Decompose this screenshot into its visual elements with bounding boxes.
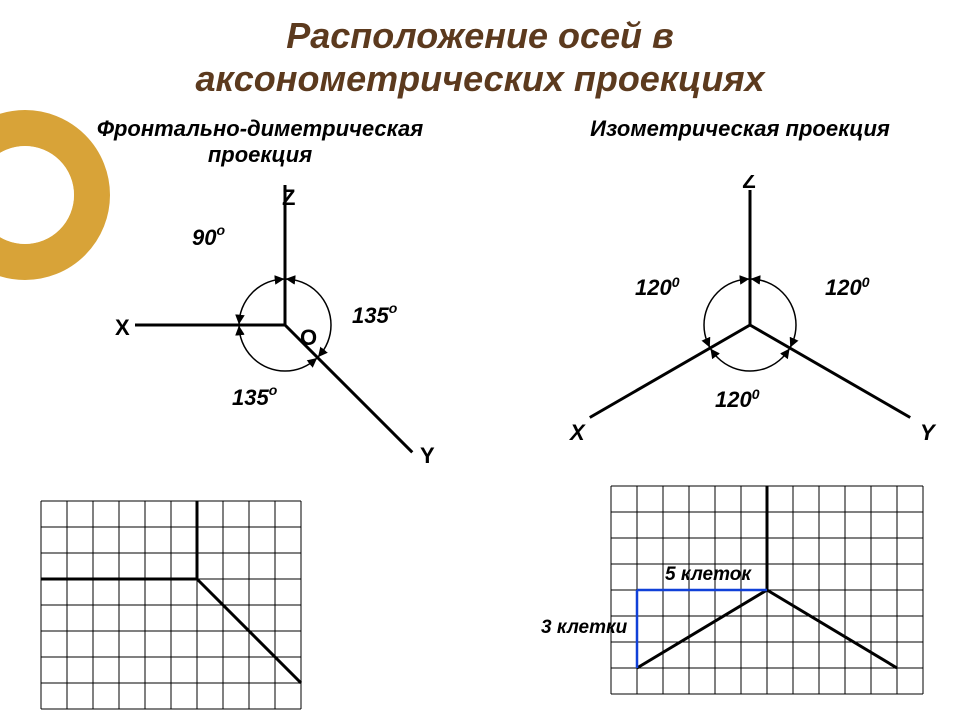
grid-sketch-right: [610, 485, 924, 700]
grid-sketch-left: [40, 500, 302, 715]
subtitle-right-text: Изометрическая проекция: [590, 116, 890, 141]
z-label-left: Z: [282, 185, 295, 210]
angle-yz-label: 135о: [352, 300, 398, 328]
angle-zx-label: 90о: [192, 222, 225, 250]
angle-top-left-label: 1200: [635, 274, 680, 300]
angle-top-right-label: 1200: [825, 274, 870, 300]
subtitle-left-line2: проекция: [208, 142, 312, 167]
y-label-right: Y: [920, 420, 937, 445]
angle-xy-label: 135о: [232, 382, 278, 410]
grid-note-3-cells: 3 клетки: [541, 617, 627, 639]
title-line-1: Расположение осей в: [286, 15, 674, 56]
grid-note-5-cells: 5 клеток: [665, 564, 751, 586]
diagram-isometric: 1200 1200 1200 Z X Y: [540, 175, 960, 490]
origin-label-left: O: [300, 325, 317, 350]
page-title: Расположение осей в аксонометрических пр…: [0, 14, 960, 100]
diagram-frontal-dimetric: 90о 135о 135о Z X Y O: [60, 175, 480, 490]
x-label-right: X: [568, 420, 586, 445]
title-line-2: аксонометрических проекциях: [195, 58, 764, 99]
angle-bottom-label: 1200: [715, 386, 760, 412]
y-label-left: Y: [420, 443, 435, 468]
subtitle-left-line1: Фронтально-диметрическая: [97, 116, 423, 141]
subtitle-left: Фронтально-диметрическая проекция: [60, 116, 460, 168]
z-label-right: Z: [742, 175, 755, 193]
x-label-left: X: [115, 315, 130, 340]
subtitle-right: Изометрическая проекция: [540, 116, 940, 142]
